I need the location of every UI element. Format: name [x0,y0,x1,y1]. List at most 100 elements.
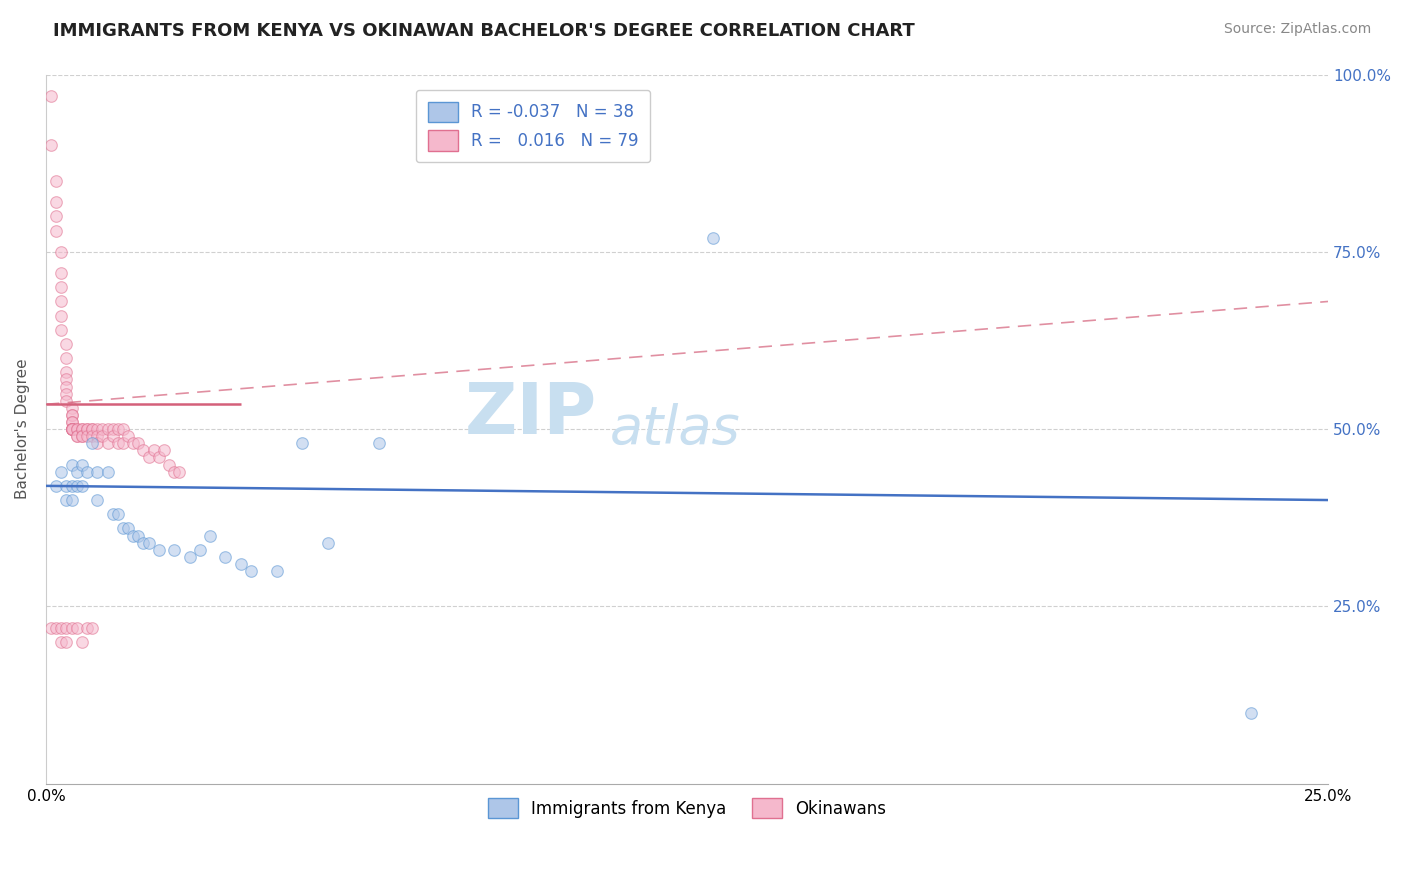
Point [291,436,314,450]
Point [66,465,89,479]
Point [163,542,186,557]
Point [107,507,129,521]
Point [51,323,73,337]
Point [96,422,118,436]
Point [66,429,89,443]
Point [39,138,62,153]
Point [76,429,98,443]
Point [179,549,201,564]
Point [122,436,145,450]
Point [55,386,77,401]
Point [55,393,77,408]
Point [702,230,724,244]
Point [45,210,67,224]
Point [153,443,176,458]
Point [117,521,139,535]
Point [76,422,98,436]
Point [138,535,160,549]
Point [70,422,93,436]
Point [122,528,145,542]
Point [45,479,67,493]
Point [60,458,83,472]
Point [101,429,124,443]
Point [111,521,134,535]
Point [66,422,89,436]
Point [66,479,89,493]
Point [60,408,83,422]
Point [316,535,339,549]
Point [60,422,83,436]
Point [82,422,104,436]
Point [76,621,98,635]
Point [142,443,165,458]
Point [60,422,83,436]
Point [101,422,124,436]
Point [55,365,77,379]
Point [148,542,170,557]
Point [66,621,89,635]
Point [157,458,180,472]
Point [86,422,108,436]
Point [70,422,93,436]
Point [60,621,83,635]
Point [39,88,62,103]
Point [86,465,108,479]
Point [163,465,186,479]
Point [51,294,73,309]
Point [60,401,83,415]
Point [138,450,160,465]
Point [82,429,104,443]
Point [70,458,93,472]
Text: ZIP: ZIP [465,381,598,450]
Point [51,635,73,649]
Point [45,223,67,237]
Point [107,422,129,436]
Point [368,436,391,450]
Point [70,429,93,443]
Point [111,422,134,436]
Point [86,429,108,443]
Point [198,528,221,542]
Point [51,621,73,635]
Legend: Immigrants from Kenya, Okinawans: Immigrants from Kenya, Okinawans [481,791,893,825]
Point [76,422,98,436]
Point [70,635,93,649]
Point [60,422,83,436]
Point [55,493,77,508]
Point [91,422,114,436]
Point [132,535,155,549]
Point [70,429,93,443]
Point [169,465,191,479]
Point [55,621,77,635]
Point [82,422,104,436]
Point [60,422,83,436]
Point [76,465,98,479]
Point [117,429,139,443]
Text: Source: ZipAtlas.com: Source: ZipAtlas.com [1223,22,1371,37]
Point [55,351,77,366]
Point [107,436,129,450]
Point [45,621,67,635]
Point [127,528,149,542]
Point [91,429,114,443]
Point [96,436,118,450]
Point [70,479,93,493]
Point [96,465,118,479]
Point [55,372,77,386]
Point [66,429,89,443]
Point [266,564,288,578]
Point [51,266,73,280]
Point [86,436,108,450]
Point [240,564,263,578]
Point [127,436,149,450]
Text: IMMIGRANTS FROM KENYA VS OKINAWAN BACHELOR'S DEGREE CORRELATION CHART: IMMIGRANTS FROM KENYA VS OKINAWAN BACHEL… [53,22,915,40]
Point [45,195,67,210]
Point [82,621,104,635]
Point [60,493,83,508]
Point [60,422,83,436]
Point [229,557,252,571]
Point [132,443,155,458]
Point [60,479,83,493]
Point [55,479,77,493]
Text: atlas: atlas [610,403,741,455]
